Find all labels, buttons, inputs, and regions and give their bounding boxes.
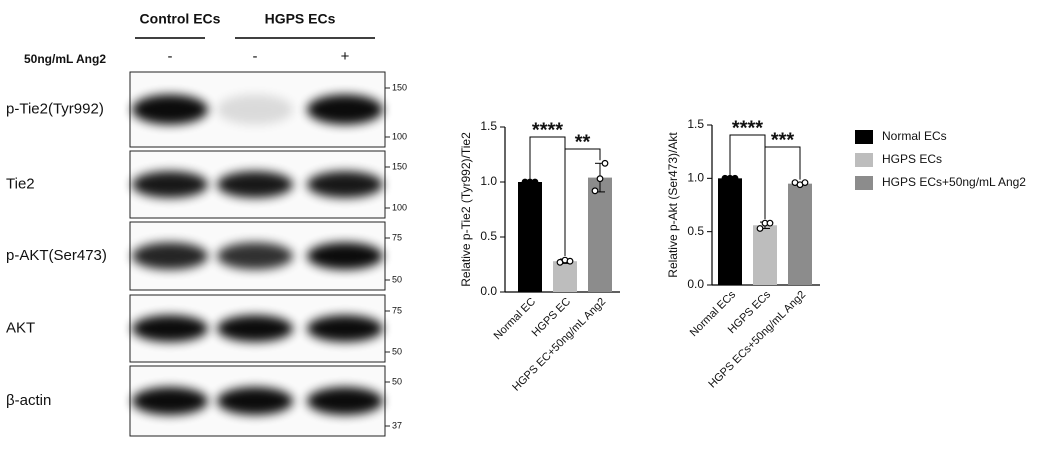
legend-swatch bbox=[855, 176, 873, 190]
marker-label: 75 bbox=[392, 305, 402, 315]
significance-label: ** bbox=[575, 131, 591, 153]
marker-label: 50 bbox=[392, 346, 402, 356]
marker-label: 50 bbox=[392, 274, 402, 284]
blot-row-label: AKT bbox=[6, 319, 35, 336]
blot-band bbox=[307, 94, 383, 125]
blot-row-label: p-Tie2(Tyr992) bbox=[6, 100, 104, 117]
blot-band bbox=[217, 387, 293, 415]
treatment-sign: - bbox=[168, 48, 173, 65]
y-tick-label: 0.0 bbox=[480, 284, 497, 298]
blot-band bbox=[217, 242, 293, 270]
legend-label: HGPS ECs bbox=[882, 152, 942, 166]
x-tick-label: Normal EC bbox=[492, 296, 539, 343]
significance-label: **** bbox=[532, 119, 563, 141]
data-point bbox=[531, 178, 539, 186]
blot-band bbox=[217, 94, 293, 125]
group-label: Control ECs bbox=[140, 11, 221, 27]
blot-band bbox=[217, 171, 293, 198]
blot-band bbox=[307, 171, 383, 198]
data-point bbox=[766, 219, 774, 227]
y-tick-label: 0.5 bbox=[687, 224, 704, 238]
marker-label: 75 bbox=[392, 232, 402, 242]
marker-label: 37 bbox=[392, 420, 402, 430]
blot-row-label: Tie2 bbox=[6, 175, 35, 192]
marker-label: 50 bbox=[392, 376, 402, 386]
blot-row-label: β-actin bbox=[6, 392, 51, 409]
y-tick-label: 1.5 bbox=[480, 119, 497, 133]
y-tick-label: 1.0 bbox=[687, 171, 704, 185]
legend-label: HGPS ECs+50ng/mL Ang2 bbox=[882, 175, 1026, 189]
blot-band bbox=[307, 315, 383, 342]
y-tick-label: 1.5 bbox=[687, 117, 704, 131]
legend-swatch bbox=[855, 130, 873, 144]
y-axis-label: Relative p-Tie2 (Tyr992)/Tie2 bbox=[459, 132, 473, 287]
treatment-sign: - bbox=[253, 48, 258, 65]
y-axis-label: Relative p-Akt (Ser473)/Akt bbox=[666, 132, 680, 278]
data-point bbox=[601, 159, 609, 167]
data-point bbox=[566, 257, 574, 265]
y-tick-label: 0.0 bbox=[687, 277, 704, 291]
data-point bbox=[801, 179, 809, 187]
bar bbox=[753, 225, 777, 285]
treatment-label: 50ng/mL Ang2 bbox=[24, 52, 106, 66]
significance-bracket bbox=[564, 148, 601, 256]
legend-label: Normal ECs bbox=[882, 129, 947, 143]
bar bbox=[518, 182, 542, 292]
bar bbox=[588, 177, 612, 292]
data-point bbox=[756, 225, 764, 232]
marker-label: 100 bbox=[392, 131, 407, 141]
blot-band bbox=[307, 242, 383, 270]
blot-band bbox=[132, 315, 208, 342]
bar bbox=[788, 183, 812, 285]
blot-band bbox=[132, 94, 208, 125]
y-tick-label: 0.5 bbox=[480, 229, 497, 243]
blot-band bbox=[217, 315, 293, 342]
group-label: HGPS ECs bbox=[265, 11, 336, 27]
marker-label: 100 bbox=[392, 202, 407, 212]
data-point bbox=[591, 187, 599, 195]
significance-label: **** bbox=[732, 117, 763, 139]
bar bbox=[553, 261, 577, 292]
blot-band bbox=[132, 387, 208, 415]
marker-label: 150 bbox=[392, 161, 407, 171]
significance-bracket bbox=[764, 146, 801, 220]
data-point bbox=[596, 175, 604, 183]
y-tick-label: 1.0 bbox=[480, 174, 497, 188]
legend-swatch bbox=[855, 153, 873, 167]
blot-band bbox=[132, 242, 208, 270]
blot-band bbox=[307, 387, 383, 415]
data-point bbox=[731, 174, 739, 182]
blot-band bbox=[132, 171, 208, 198]
treatment-sign: + bbox=[341, 48, 350, 65]
blot-row-label: p-AKT(Ser473) bbox=[6, 247, 107, 264]
significance-label: *** bbox=[771, 129, 795, 151]
bar bbox=[718, 178, 742, 285]
marker-label: 150 bbox=[392, 82, 407, 92]
